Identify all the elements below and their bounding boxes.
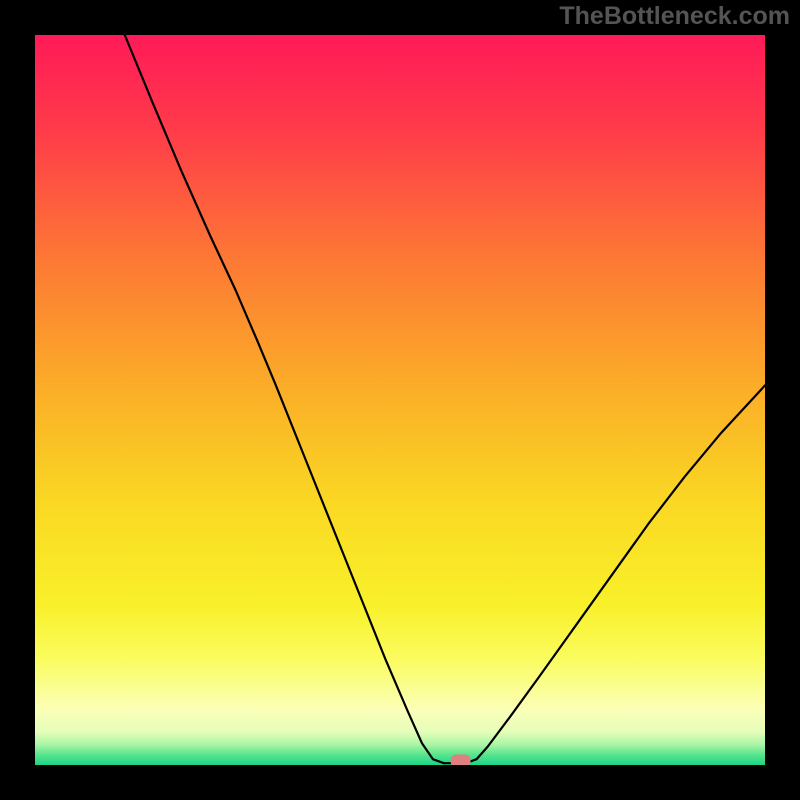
bottleneck-min-marker — [451, 754, 471, 765]
watermark-text: TheBottleneck.com — [559, 2, 790, 31]
chart-background-gradient — [35, 35, 765, 765]
bottleneck-chart — [35, 35, 765, 765]
